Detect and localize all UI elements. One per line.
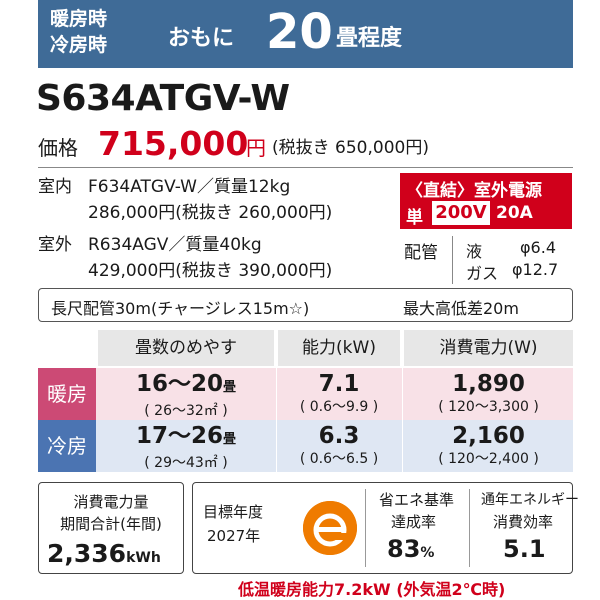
cooling-capacity-cell: 6.3 ( 0.6〜6.5 ) xyxy=(278,420,400,472)
piping-divider xyxy=(452,236,453,284)
ampere-label: 20A xyxy=(496,203,533,223)
cooling-power-cell: 2,160 ( 120〜2,400 ) xyxy=(404,420,573,472)
heating-capacity-cell: 7.1 ( 0.6〜9.9 ) xyxy=(278,368,400,420)
achievement-label-1: 省エネ基準 xyxy=(379,491,455,509)
cooling-row-label: 冷房 xyxy=(38,420,96,472)
cooling-power: 2,160 xyxy=(452,423,525,449)
cooling-tatami-cell: 17〜26畳 ( 29〜43㎡ ) xyxy=(98,420,274,472)
header-banner: 暖房時 冷房時 おもに 20 畳程度 xyxy=(38,0,573,68)
column-separator xyxy=(402,420,403,472)
achievement-label-2: 達成率 xyxy=(391,513,437,531)
mode-stack: 暖房時 冷房時 xyxy=(50,6,107,58)
heating-power-range: ( 120〜3,300 ) xyxy=(438,399,539,415)
heating-tatami-unit: 畳 xyxy=(223,380,237,395)
e-mark-icon-graphic xyxy=(303,501,357,555)
efficiency-label-2: 消費効率 xyxy=(493,513,554,531)
header-capacity: 能力(kW) xyxy=(278,330,400,366)
column-separator xyxy=(276,368,277,420)
box-separator xyxy=(469,489,470,567)
gas-pipe-value: φ12.7 xyxy=(512,260,559,279)
target-year: 2027年 xyxy=(207,527,261,545)
liquid-pipe-value: φ6.4 xyxy=(520,238,556,257)
annual-label-1: 消費電力量 xyxy=(73,493,149,511)
heating-power-cell: 1,890 ( 120〜3,300 ) xyxy=(404,368,573,420)
max-height-note: 最大高低差20m xyxy=(403,299,519,318)
indoor-label: 室内 xyxy=(38,177,72,197)
achievement-value: 83 xyxy=(387,535,421,563)
annual-unit: kWh xyxy=(126,550,161,566)
target-year-label: 目標年度 xyxy=(203,503,264,521)
liquid-pipe-label: 液 xyxy=(466,242,483,261)
cooling-power-range: ( 120〜2,400 ) xyxy=(438,451,539,467)
divider xyxy=(38,167,573,168)
efficiency-label-1: 通年エネルギー xyxy=(481,492,579,508)
heating-capacity: 7.1 xyxy=(318,371,360,397)
achievement-unit: % xyxy=(420,545,435,561)
omoni-label: おもに xyxy=(168,26,235,51)
outdoor-model-weight: R634AGV／質量40kg xyxy=(88,235,262,255)
column-separator xyxy=(276,420,277,472)
e-mark-icon xyxy=(303,501,357,555)
annual-label-2: 期間合計(年間) xyxy=(60,515,162,533)
piping-label: 配管 xyxy=(404,243,438,263)
price-value: 715,000 xyxy=(98,124,249,163)
table-row-heating: 暖房 16〜20畳 ( 26〜32㎡ ) 7.1 ( 0.6〜9.9 ) 1,8… xyxy=(38,368,573,420)
piping-notes-box: 長尺配管30m(チャージレス15m☆) 最大高低差20m xyxy=(38,288,573,322)
indoor-price: 286,000円(税抜き 260,000円) xyxy=(88,203,333,223)
gas-pipe-label: ガス xyxy=(466,264,499,283)
table-row-cooling: 冷房 17〜26畳 ( 29〜43㎡ ) 6.3 ( 0.6〜6.5 ) 2,1… xyxy=(38,420,573,472)
price-tax-excluded: (税抜き 650,000円) xyxy=(272,138,429,158)
annual-value: 2,336 xyxy=(47,539,127,568)
model-number: S634ATGV-W xyxy=(36,78,290,119)
heating-power: 1,890 xyxy=(452,371,525,397)
cooling-area: ( 29〜43㎡ ) xyxy=(144,455,228,471)
heating-tatami: 16〜20 xyxy=(135,371,223,397)
heating-capacity-range: ( 0.6〜9.9 ) xyxy=(299,399,379,415)
power-supply-title: 〈直結〉室外電源 xyxy=(406,181,542,201)
long-piping-note: 長尺配管30m(チャージレス15m☆) xyxy=(51,299,310,318)
header-tatami: 畳数のめやす xyxy=(98,330,274,366)
cooling-tatami-unit: 畳 xyxy=(223,432,237,447)
heating-mode-label: 暖房時 xyxy=(50,8,108,30)
energy-standard-box: 目標年度 2027年 省エネ基準 達成率 83% 通年エネルギー 消費効率 5.… xyxy=(192,482,579,574)
heating-tatami-cell: 16〜20畳 ( 26〜32㎡ ) xyxy=(98,368,274,420)
price-yen: 円 xyxy=(246,136,266,160)
price-label: 価格 xyxy=(38,136,78,160)
cooling-tatami: 17〜26 xyxy=(135,423,223,449)
outdoor-label: 室外 xyxy=(38,235,72,255)
column-separator xyxy=(402,368,403,420)
header-power: 消費電力(W) xyxy=(404,330,573,366)
tatami-number: 20 xyxy=(266,4,333,60)
box-separator xyxy=(365,489,366,567)
tatami-unit: 畳程度 xyxy=(336,26,403,51)
heating-area: ( 26〜32㎡ ) xyxy=(144,403,228,419)
outdoor-price: 429,000円(税抜き 390,000円) xyxy=(88,261,333,281)
annual-consumption-box: 消費電力量 期間合計(年間) 2,336kWh xyxy=(38,482,184,574)
heating-row-label: 暖房 xyxy=(38,368,96,420)
power-supply-box: 〈直結〉室外電源 単 200V 20A xyxy=(400,173,572,229)
voltage-badge: 200V xyxy=(432,201,490,225)
cooling-capacity-range: ( 0.6〜6.5 ) xyxy=(299,451,379,467)
single-phase-label: 単 xyxy=(406,208,423,228)
low-temp-heating-note: 低温暖房能力7.2kW (外気温2℃時) xyxy=(238,580,506,599)
indoor-model-weight: F634ATGV-W／質量12kg xyxy=(88,177,291,197)
cooling-mode-label: 冷房時 xyxy=(50,34,108,56)
efficiency-value: 5.1 xyxy=(503,535,546,563)
cooling-capacity: 6.3 xyxy=(318,423,360,449)
